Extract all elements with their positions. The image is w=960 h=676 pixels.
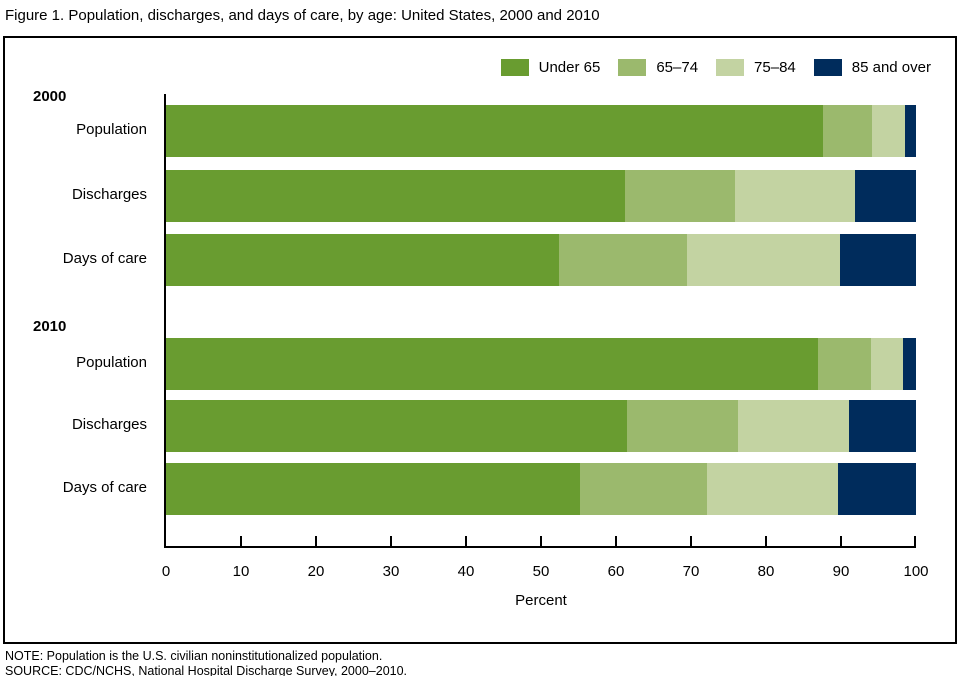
x-axis-tick-mark <box>914 536 916 546</box>
bar-segment-under-65 <box>166 400 628 452</box>
bar-segment-65-74 <box>625 170 735 222</box>
x-axis-tick-mark <box>540 536 542 546</box>
x-axis-tick-label-100: 100 <box>903 563 929 580</box>
row-label-2000-population: Population <box>76 121 147 138</box>
bar-segment-65-74 <box>559 234 687 286</box>
x-axis-tick-label-90: 90 <box>832 563 850 580</box>
legend-swatch-icon <box>618 59 647 76</box>
x-axis-tick-label-30: 30 <box>382 563 400 580</box>
bar-segment-65-74 <box>823 105 872 157</box>
bar-segment-under-65 <box>166 170 625 222</box>
row-label-2010-population: Population <box>76 354 147 371</box>
x-axis-tick-mark <box>690 536 692 546</box>
bar-2000-discharges <box>166 170 916 222</box>
legend-swatch-icon <box>813 59 842 76</box>
legend-item-under-65: Under 65 <box>500 59 601 76</box>
x-axis-tick-label-60: 60 <box>607 563 625 580</box>
legend-label: 65–74 <box>656 59 699 76</box>
legend-label: 75–84 <box>754 59 796 76</box>
bar-segment-75-84 <box>871 105 905 157</box>
bar-segment-under-65 <box>166 234 559 286</box>
legend-item-85-and-over: 85 and over <box>813 59 931 76</box>
x-axis-tick-mark <box>240 536 242 546</box>
bar-segment-65-74 <box>627 400 739 452</box>
x-axis-tick-mark <box>765 536 767 546</box>
x-axis-tick-label-50: 50 <box>532 563 550 580</box>
x-axis-tick-label-0: 0 <box>161 563 171 580</box>
bar-segment-85-and-over <box>854 170 916 222</box>
bar-segment-65-74 <box>817 338 871 390</box>
bar-segment-75-84 <box>871 338 904 390</box>
chart-legend: Under 65 65–74 75–84 85 and over <box>500 59 931 76</box>
bar-segment-under-65 <box>166 105 823 157</box>
note-text: NOTE: Population is the U.S. civilian no… <box>5 649 383 663</box>
figure-title: Figure 1. Population, discharges, and da… <box>5 7 600 24</box>
bar-segment-65-74 <box>580 463 707 515</box>
bar-segment-85-and-over <box>838 463 916 515</box>
row-label-2010-days-of-care: Days of care <box>62 479 147 496</box>
plot-area <box>164 94 916 548</box>
legend-swatch-icon <box>500 59 529 76</box>
x-axis-tick-mark <box>615 536 617 546</box>
legend-label: 85 and over <box>851 59 931 76</box>
x-axis-title: Percent <box>515 592 567 609</box>
bar-segment-under-65 <box>166 463 580 515</box>
bar-segment-75-84 <box>734 170 855 222</box>
legend-item-65-74: 65–74 <box>618 59 698 76</box>
x-axis-tick-mark <box>315 536 317 546</box>
bar-2010-discharges <box>166 400 916 452</box>
legend-label: Under 65 <box>538 59 601 76</box>
x-axis-tick-mark <box>840 536 842 546</box>
source-text: SOURCE: CDC/NCHS, National Hospital Disc… <box>5 664 408 676</box>
bar-segment-75-84 <box>686 234 841 286</box>
bar-segment-75-84 <box>738 400 850 452</box>
bar-2000-days-of-care <box>166 234 916 286</box>
legend-swatch-icon <box>716 59 745 76</box>
x-axis-tick-label-80: 80 <box>757 563 775 580</box>
x-axis-tick-label-20: 20 <box>307 563 325 580</box>
bar-segment-75-84 <box>706 463 838 515</box>
x-axis-tick-label-70: 70 <box>682 563 700 580</box>
row-label-2000-days-of-care: Days of care <box>62 250 147 267</box>
legend-item-75-84: 75–84 <box>716 59 796 76</box>
row-label-2010-discharges: Discharges <box>71 416 147 433</box>
x-axis-tick-mark <box>465 536 467 546</box>
x-axis-tick-labels: 0 10 20 30 40 50 60 70 80 90 100 <box>162 563 929 583</box>
bar-segment-85-and-over <box>903 338 916 390</box>
bar-segment-85-and-over <box>849 400 916 452</box>
bar-segment-85-and-over <box>840 234 916 286</box>
x-axis-tick-label-10: 10 <box>232 563 250 580</box>
group-label-2000: 2000 <box>33 88 67 105</box>
group-label-2010: 2010 <box>33 318 67 335</box>
bar-2010-days-of-care <box>166 463 916 515</box>
bar-2000-population <box>166 105 916 157</box>
x-axis-tick-mark <box>390 536 392 546</box>
bar-2010-population <box>166 338 916 390</box>
row-label-2000-discharges: Discharges <box>71 186 147 203</box>
x-axis-tick-label-40: 40 <box>457 563 475 580</box>
chart-frame: Under 65 65–74 75–84 85 and over 2000 Popula… <box>3 36 957 644</box>
bar-segment-85-and-over <box>904 105 916 157</box>
bar-segment-under-65 <box>166 338 818 390</box>
